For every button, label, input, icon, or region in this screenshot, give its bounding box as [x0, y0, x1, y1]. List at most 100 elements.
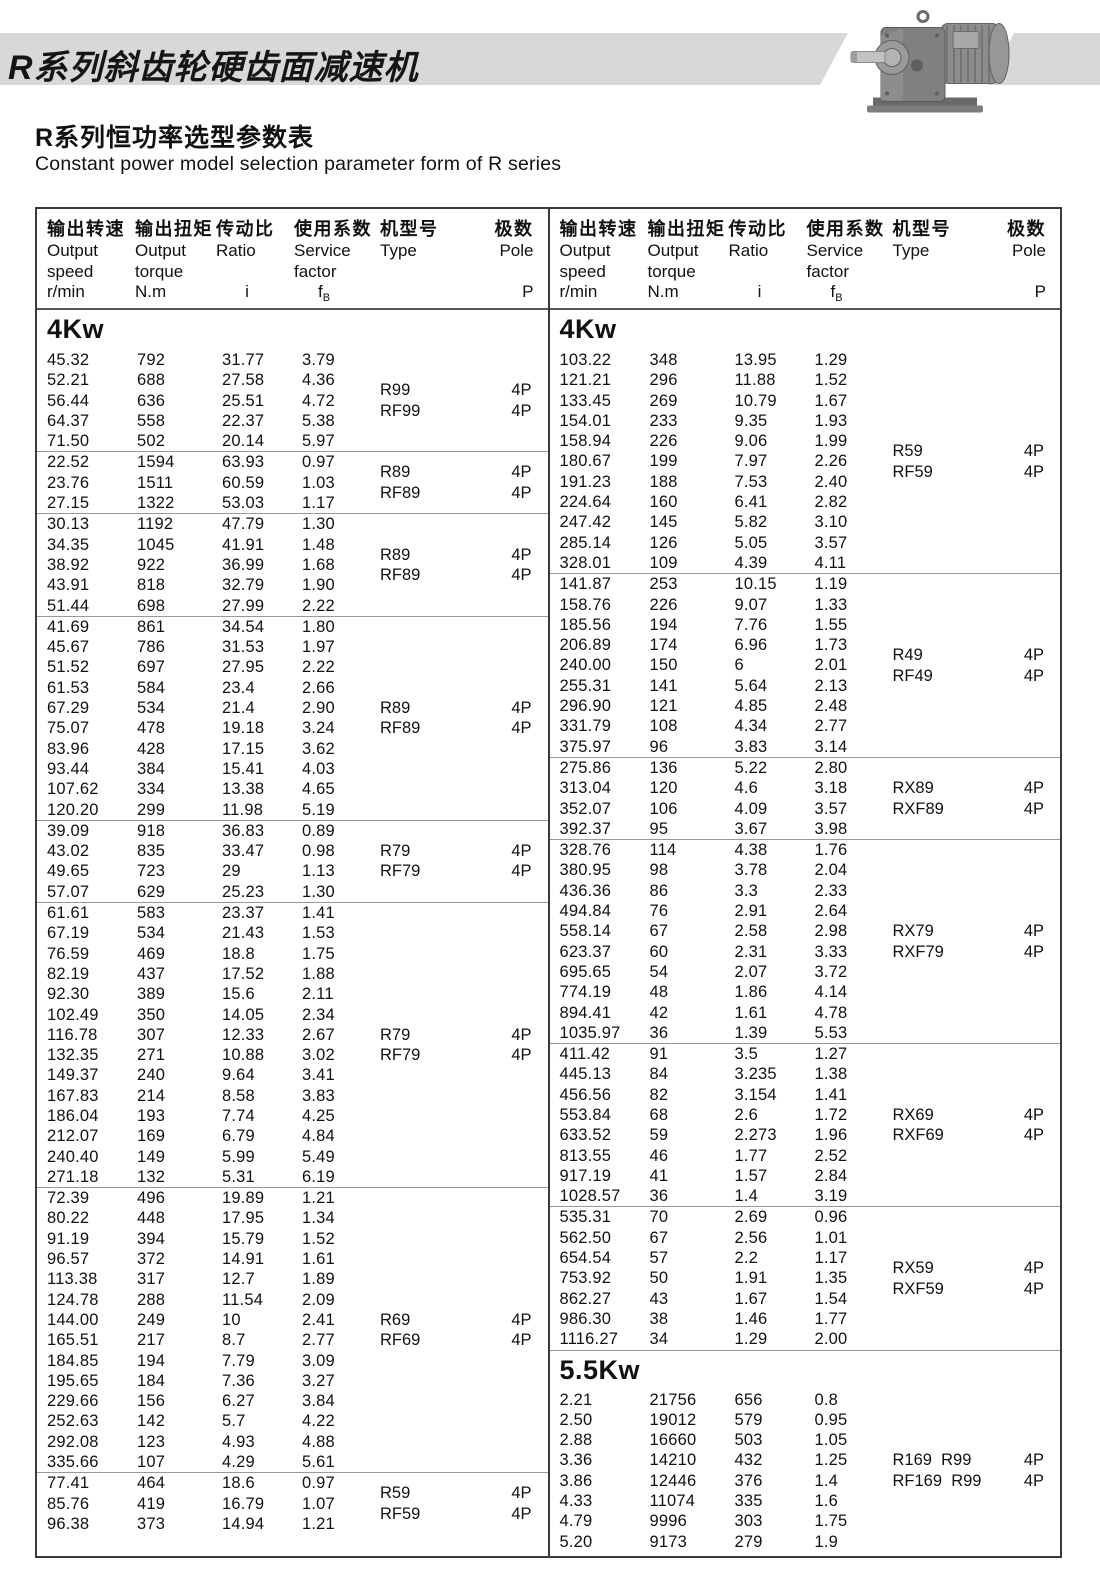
value-cell: 7.74 [222, 1106, 255, 1125]
type-label: RF49 [892, 666, 933, 685]
value-cell: 10 [222, 1310, 241, 1329]
value-cell: 18.6 [222, 1474, 255, 1493]
pole-label: 4P [1023, 1105, 1044, 1124]
value-cell: 184 [137, 1371, 166, 1390]
value-cell: 86 [649, 881, 669, 900]
value-cell: 3.10 [814, 513, 848, 532]
value-cell: 33.47 [222, 842, 265, 861]
value-cell: 68 [649, 1105, 669, 1124]
value-cell: 60 [649, 942, 669, 961]
value-cell: 169 [137, 1127, 166, 1146]
value-cell: 11.98 [222, 800, 264, 819]
value-cell: 11074 [649, 1492, 696, 1511]
value-cell: 195.65 [47, 1371, 99, 1390]
value-cell: 3.18 [814, 779, 848, 798]
value-cell: 1.67 [814, 391, 848, 410]
value-cell: 786 [137, 638, 166, 657]
value-cell: 6.79 [222, 1127, 255, 1146]
type-labels: R79 RF79 [372, 903, 488, 1187]
table-left-half: 输出转速 Output speed r/min 输出扭矩 Output torq… [37, 209, 548, 1556]
value-cell: 4.88 [302, 1432, 335, 1451]
value-cell: 1.17 [302, 494, 335, 513]
value-cell: 1.27 [814, 1045, 848, 1064]
value-cell: 3.3 [734, 881, 759, 900]
header-zh: 极数 [494, 219, 534, 239]
pole-labels: 4P 4P [488, 1188, 548, 1472]
value-cell: 17.15 [222, 739, 265, 758]
value-cell: 199 [649, 452, 678, 471]
value-cell: 0.8 [814, 1390, 839, 1409]
type-label: R99 [380, 381, 411, 400]
value-cell: 4.84 [302, 1127, 335, 1146]
value-cell: 4.39 [734, 553, 768, 572]
type-labels: RX89 RXF89 [885, 758, 1001, 839]
value-cell: 116.78 [47, 1025, 98, 1044]
pole-labels: 4P 4P [488, 1473, 548, 1534]
value-cell: 19.18 [222, 719, 265, 738]
value-cell: 2.77 [302, 1331, 335, 1350]
value-cell: 51.52 [47, 658, 90, 677]
value-cell: 194 [649, 615, 678, 634]
value-cell: 5.53 [814, 1023, 848, 1042]
parameter-block: 72.39 496 19.89 1.21 80.22 448 17.95 1.34 91.19 3… [37, 1187, 548, 1472]
pole-labels: 4P 4P [488, 903, 548, 1187]
value-cell: 1.9 [814, 1532, 839, 1551]
value-cell: 697 [137, 658, 166, 677]
value-cell: 206.89 [559, 636, 612, 655]
pole-label: 4P [1023, 1279, 1044, 1298]
value-cell: 3.62 [302, 739, 335, 758]
value-cell: 918 [137, 821, 166, 840]
value-cell: 275.86 [559, 758, 612, 777]
value-cell: 2.98 [814, 922, 848, 941]
header-unit: fB [317, 282, 331, 304]
value-cell: 142 [137, 1412, 166, 1431]
value-cell: 31.53 [222, 638, 265, 657]
value-grid: 275.86 136 5.22 2.80 313.04 120 4.6 3.18 352.07 1… [550, 758, 885, 839]
value-cell: 3.57 [814, 799, 848, 818]
value-cell: 1.21 [302, 1514, 335, 1533]
value-cell: 1.38 [814, 1065, 848, 1084]
value-cell: 1.77 [814, 1309, 848, 1328]
value-cell: 16.79 [222, 1494, 265, 1513]
pole-label: 4P [511, 698, 532, 717]
value-cell: 633.52 [559, 1126, 612, 1145]
value-cell: 2.50 [559, 1410, 593, 1429]
value-cell: 5.31 [222, 1167, 255, 1186]
value-cell: 83.96 [47, 739, 90, 758]
value-cell: 38 [649, 1309, 669, 1328]
value-cell: 4.09 [734, 799, 768, 818]
header-ratio: 传动比 Ratio i [212, 209, 292, 309]
value-cell: 4.6 [734, 779, 759, 798]
value-cell: 5.22 [734, 758, 768, 777]
type-labels: R89 RF89 [372, 514, 488, 615]
value-cell: 36 [649, 1023, 669, 1042]
value-cell: 25.23 [222, 882, 265, 901]
value-cell: 184.85 [47, 1351, 99, 1370]
value-cell: 1.17 [814, 1249, 848, 1268]
value-cell: 2.13 [814, 676, 848, 695]
value-cell: 348 [649, 351, 678, 369]
value-cell: 54 [649, 962, 669, 981]
header-unit: r/min [559, 282, 598, 301]
value-cell: 6 [734, 656, 744, 675]
value-cell: 4.14 [814, 983, 848, 1002]
parameter-table: 输出转速 Output speed r/min 输出扭矩 Output torq… [35, 207, 1062, 1558]
value-cell: 7.97 [734, 452, 768, 471]
value-cell: 63.93 [222, 453, 265, 472]
value-cell: 1.48 [302, 535, 335, 554]
value-cell: 1.52 [814, 371, 848, 390]
value-cell: 47.79 [222, 515, 265, 534]
value-cell: 419 [137, 1494, 166, 1513]
value-cell: 11.88 [734, 371, 776, 390]
value-cell: 1.30 [302, 515, 335, 534]
value-cell: 27.99 [222, 596, 265, 615]
value-grid: 77.41 464 18.6 0.97 85.76 419 16.79 1.07 96.38 37… [37, 1473, 372, 1534]
value-cell: 158.76 [559, 595, 612, 614]
value-cell: 1.90 [302, 576, 335, 595]
value-cell: 247.42 [559, 513, 612, 532]
value-cell: 34.35 [47, 535, 90, 554]
value-cell: 288 [137, 1290, 166, 1309]
value-cell: 77.41 [47, 1474, 90, 1493]
type-label: R79 [380, 1025, 411, 1044]
value-cell: 1.4 [814, 1471, 839, 1490]
